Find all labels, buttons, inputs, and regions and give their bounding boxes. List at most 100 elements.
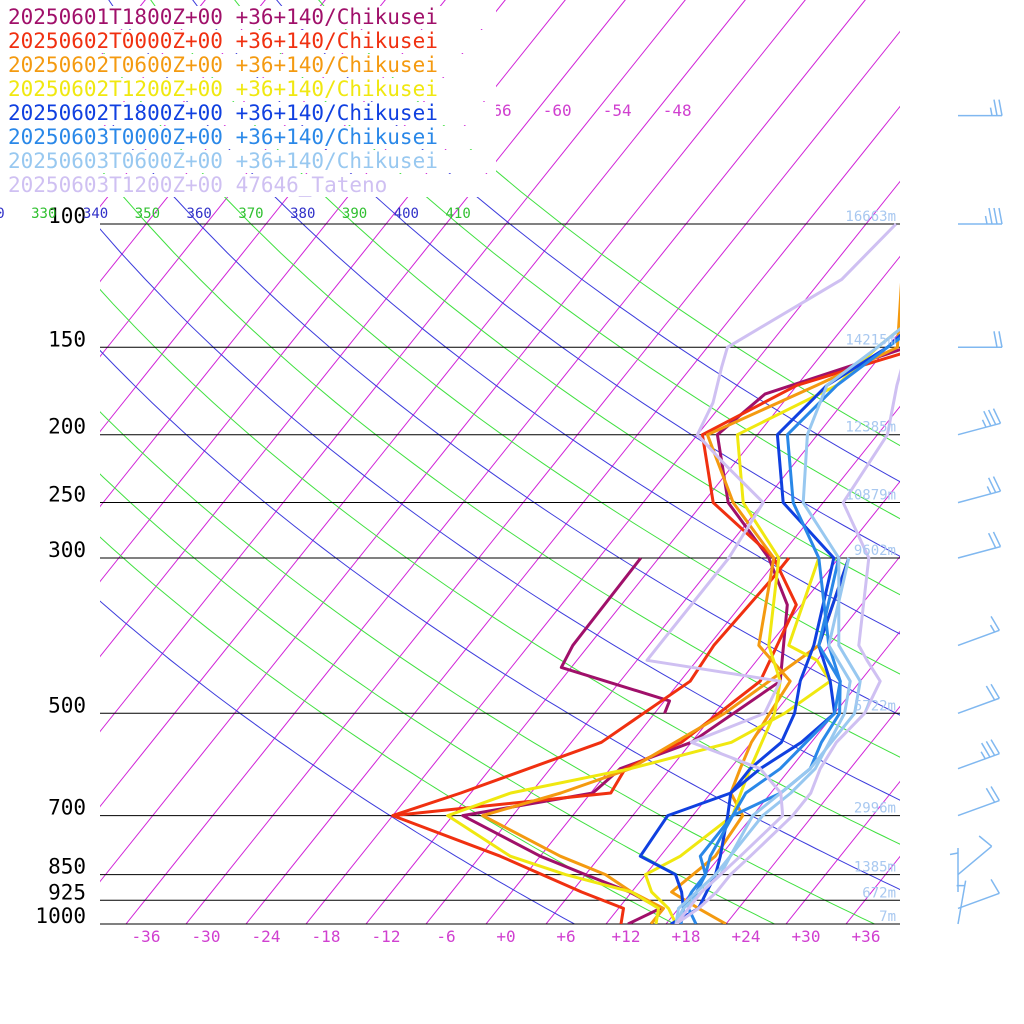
series-profile [391, 352, 900, 924]
pressure-tick-label: 925 [48, 880, 86, 904]
series-profile [461, 348, 900, 924]
wind-barb-feather [985, 787, 996, 803]
isotherm-label: -60 [543, 101, 572, 120]
wind-barb-feather [983, 410, 992, 427]
wind-barb-feather [993, 331, 998, 348]
theta-label: 330 [31, 206, 56, 222]
dry-adiabat-line [100, 46, 900, 675]
theta-label: 360 [187, 206, 212, 222]
wind-barb [957, 786, 1000, 817]
pressure-tick-label: 150 [48, 327, 86, 351]
wind-barb-half-feather [984, 215, 988, 225]
legend-entry-background [4, 174, 496, 197]
wind-barb [958, 331, 1003, 349]
wind-barb-staff [957, 880, 967, 925]
dry-adiabat-line [100, 228, 900, 801]
wind-barb-feather [992, 408, 1002, 424]
legend-entry-background [4, 54, 496, 77]
wind-barb [957, 739, 1000, 770]
wind-barb-staff [957, 752, 1000, 770]
pressure-tick-label: 850 [48, 855, 86, 879]
legend-entry-background [4, 126, 496, 149]
theta-label: 340 [83, 206, 108, 222]
legend-entry: 20250603T0000Z+00 +36+140/Chikusei [8, 125, 438, 149]
wind-barb-feather [993, 99, 998, 116]
temperature-line [687, 336, 900, 924]
isotherm-line [845, 855, 900, 924]
height-label: 672m [862, 885, 896, 901]
series-profile [645, 222, 900, 924]
theta-label: 320 [0, 206, 5, 222]
temperature-tick-label: +6 [556, 927, 575, 946]
theta-label: 390 [342, 206, 367, 222]
wind-barb-feather [985, 685, 996, 701]
dry-adiabat-line [150, 0, 900, 596]
wind-barb-feather [978, 835, 993, 847]
wind-barb-staff [957, 629, 1000, 647]
wind-barb-staff [957, 545, 1001, 559]
wind-barb-feather [990, 739, 1000, 755]
temperature-line [670, 333, 900, 924]
temperature-tick-label: -24 [252, 927, 281, 946]
temperature-tick-label: -12 [372, 927, 401, 946]
dewpoint-line [446, 557, 832, 924]
height-label: 14215m [845, 332, 896, 348]
wind-barb-staff [957, 422, 1001, 436]
wind-barb-staff [957, 799, 1000, 817]
legend-entry: 20250602T1200Z+00 +36+140/Chikusei [8, 77, 438, 101]
wind-barb-half-feather [989, 624, 996, 633]
wind-barb-feather [990, 786, 1000, 801]
temperature-tick-label: -18 [312, 927, 341, 946]
wind-barb-feather [993, 207, 998, 225]
series-layer [391, 222, 900, 924]
pressure-tick-label: 700 [48, 796, 86, 820]
isotherm-label: -48 [663, 101, 692, 120]
temperature-tick-label: +36 [852, 927, 881, 946]
wind-barb-staff [957, 697, 1000, 715]
temperature-tick-label: -30 [192, 927, 221, 946]
isotherm-line [785, 780, 900, 924]
theta-label: 380 [290, 206, 315, 222]
temperature-tick-label: +18 [672, 927, 701, 946]
dewpoint-line [645, 222, 898, 924]
wind-barbs [949, 99, 1003, 925]
theta-label: 350 [135, 206, 160, 222]
pressure-tick-label: 500 [48, 693, 86, 717]
dry-adiabat-line [108, 0, 900, 635]
isotherm-line [545, 480, 900, 924]
height-label: 5722m [854, 698, 896, 714]
dewpoint-line [638, 557, 851, 924]
temperature-line [391, 352, 900, 924]
dewpoint-line [559, 557, 671, 714]
legend-entry: 20250602T0000Z+00 +36+140/Chikusei [8, 29, 438, 53]
pressure-tick-label: 200 [48, 415, 86, 439]
temperature-tick-label: -6 [436, 927, 455, 946]
wind-barb-feather [998, 99, 1003, 116]
wind-barb-feather [992, 531, 1002, 547]
legend-entry-background [4, 6, 496, 29]
label-layer: 16663m 14215m 12385m 10879m 9602m 5722m 2996m 1… [0, 101, 896, 946]
legend-entry: 20250601T1800Z+00 +36+140/Chikusei [8, 5, 438, 29]
temperature-line [461, 348, 900, 924]
series-profile [446, 327, 900, 924]
wind-barb-feather [987, 477, 997, 493]
isotherm-label: -54 [603, 101, 632, 120]
legend-entry-background [4, 102, 496, 125]
temperature-line [644, 327, 900, 924]
legend-entry-background [4, 150, 496, 173]
height-label: 7m [879, 909, 896, 925]
dewpoint-line [679, 557, 842, 924]
height-label: 9602m [854, 543, 896, 559]
series-profile [638, 333, 900, 924]
legend-entry-background [4, 30, 496, 53]
dewpoint-line [392, 557, 790, 818]
wind-barb-staff [957, 892, 1000, 910]
height-label: 12385m [845, 420, 896, 436]
legend-entry: 20250603T1200Z+00 47646_Tateno [8, 173, 387, 197]
theta-label: 400 [394, 206, 419, 222]
dry-adiabat-line [100, 349, 900, 891]
temperature-tick-label: +0 [496, 927, 515, 946]
dry-adiabat-line [276, 0, 900, 483]
height-label: 1385m [854, 860, 896, 876]
